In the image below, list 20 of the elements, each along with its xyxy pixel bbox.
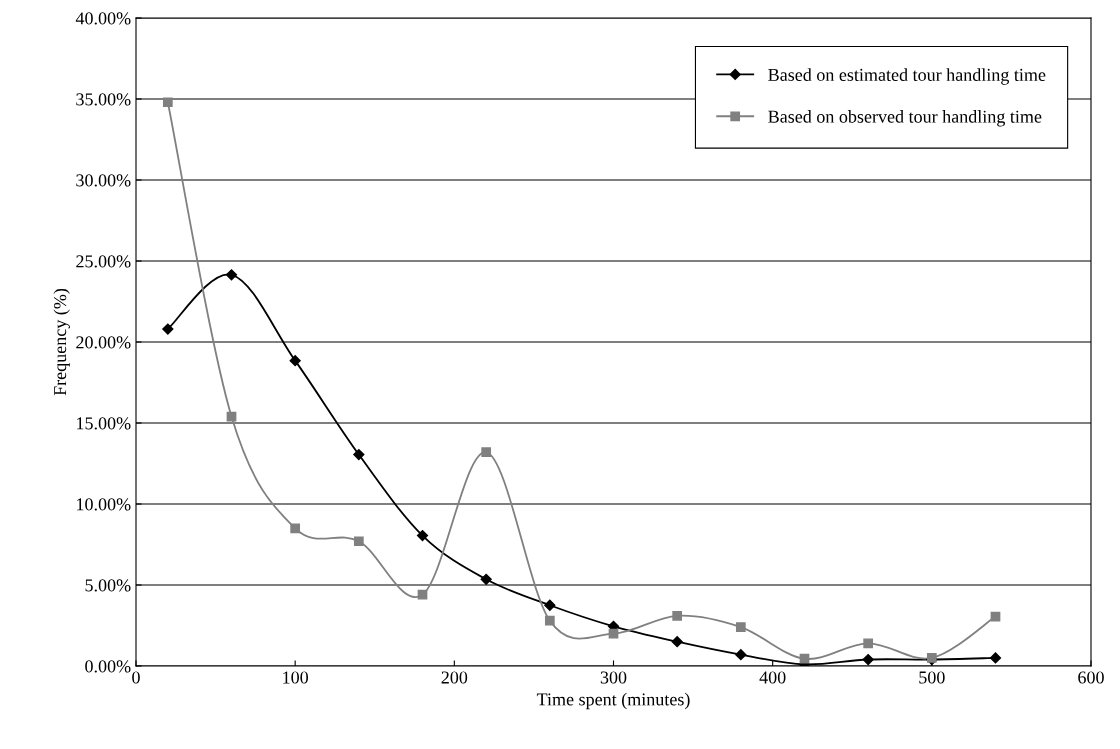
x-tick-label: 0	[132, 671, 140, 684]
y-tick-label: 30.00%	[76, 174, 131, 187]
y-tick-label: 0.00%	[85, 660, 131, 673]
y-tick-label: 35.00%	[76, 93, 131, 106]
x-tick-label: 400	[759, 671, 786, 684]
y-tick-label: 10.00%	[77, 498, 131, 511]
y-tick-label: 5.00%	[85, 579, 131, 592]
x-tick-label: 300	[600, 671, 627, 684]
legend-label: Based on estimated tour handling time	[768, 68, 1046, 85]
y-tick-label: 20.00%	[76, 336, 131, 349]
y-tick-label: 15.00%	[77, 417, 131, 430]
x-tick-label: 200	[441, 671, 468, 684]
y-axis-title: Frequency (%)	[53, 288, 70, 396]
x-tick-label: 100	[283, 671, 309, 684]
legend-label: Based on observed tour handling time	[768, 110, 1042, 127]
x-tick-label: 600	[1078, 671, 1104, 684]
x-tick-label: 500	[919, 671, 945, 684]
x-axis-title: Time spent (minutes)	[536, 692, 690, 710]
y-tick-label: 40.00%	[75, 12, 131, 25]
y-tick-label: 25.00%	[76, 255, 131, 268]
